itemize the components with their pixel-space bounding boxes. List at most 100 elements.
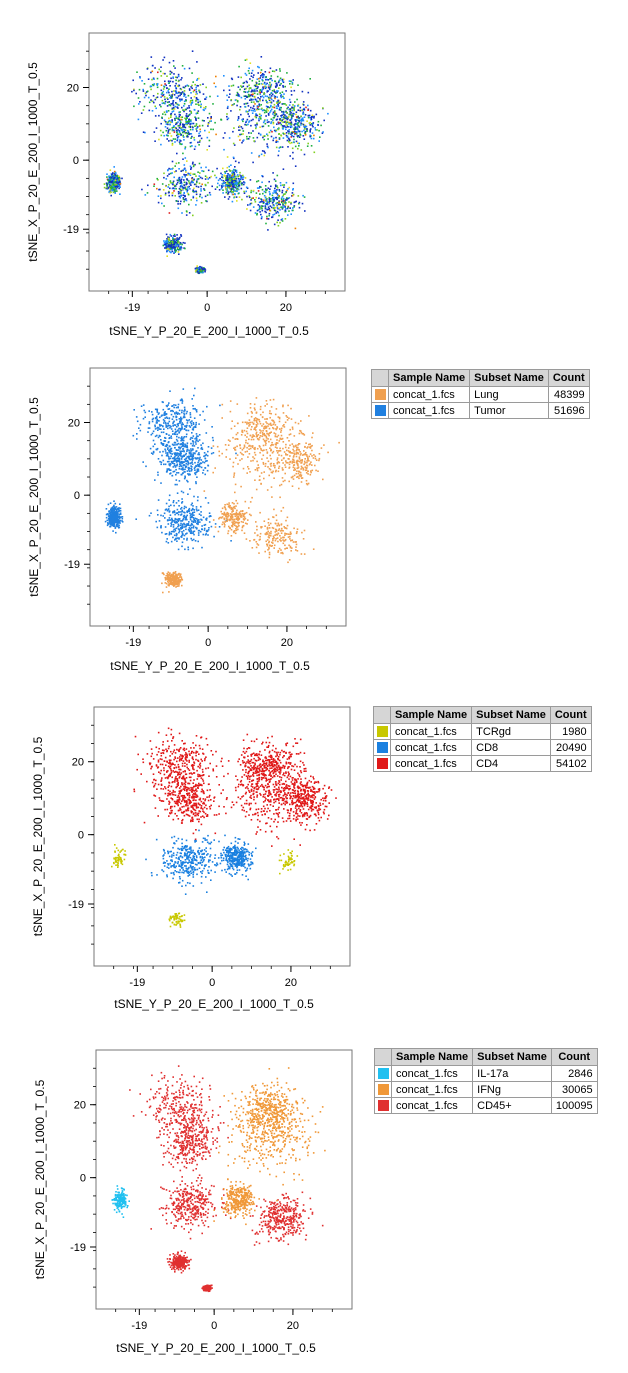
tumor-point	[193, 533, 195, 536]
lung-point	[248, 448, 250, 450]
density-point	[201, 177, 204, 180]
density-point	[250, 124, 252, 127]
density-point	[156, 177, 158, 180]
tumor-point	[198, 453, 201, 456]
density-point	[279, 77, 282, 80]
density-point	[272, 106, 274, 108]
density-point	[298, 142, 300, 145]
density-point	[185, 132, 188, 134]
tumor-point	[163, 463, 165, 466]
density-point	[289, 109, 292, 112]
tumor-point	[150, 433, 153, 436]
density-point	[166, 105, 169, 107]
tumor-point	[193, 445, 196, 447]
tumor-point	[212, 439, 214, 442]
density-point	[169, 247, 172, 250]
density-point	[169, 128, 171, 131]
density-point	[175, 102, 178, 105]
lung-point	[307, 458, 309, 460]
density-point	[207, 181, 209, 184]
density-point	[275, 119, 278, 121]
density-point	[170, 135, 173, 137]
density-point	[177, 243, 180, 246]
density-point	[182, 194, 184, 197]
tumor-point	[187, 455, 190, 458]
lung-point	[226, 516, 228, 518]
density-point	[180, 245, 182, 248]
density-point	[166, 111, 168, 113]
density-point	[146, 192, 149, 194]
density-point	[169, 181, 172, 184]
lung-point	[297, 472, 300, 475]
density-point	[170, 242, 173, 245]
density-point	[165, 248, 168, 250]
lung-point	[256, 469, 259, 472]
density-point	[270, 121, 273, 123]
density-point	[176, 238, 178, 240]
density-point	[117, 176, 120, 179]
density-point	[179, 203, 182, 205]
density-point	[191, 177, 194, 179]
density-point	[106, 185, 108, 187]
density-point	[275, 212, 277, 214]
lung-point	[234, 448, 236, 451]
density-point	[223, 181, 225, 184]
density-point	[305, 125, 308, 128]
tumor-point	[194, 466, 196, 468]
density-point	[232, 188, 234, 190]
tumor-point	[186, 532, 188, 535]
density-point	[256, 84, 258, 86]
density-point	[144, 131, 146, 134]
density-point	[222, 192, 224, 194]
tumor-point	[118, 515, 120, 518]
density-point	[262, 121, 265, 124]
density-point	[174, 138, 177, 140]
tumor-point	[178, 530, 181, 532]
density-point	[191, 163, 194, 165]
density-point	[180, 189, 182, 192]
density-point	[313, 151, 316, 154]
density-point	[266, 91, 268, 93]
density-point	[196, 180, 198, 183]
plot-panel-1: 20 0 -19 -19 0 20 tSNE_Y_P_20_E_200_I_1000_T_0…	[0, 0, 628, 345]
density-point	[247, 113, 249, 115]
density-point	[238, 181, 241, 184]
density-point	[114, 192, 116, 194]
lung-point	[267, 438, 269, 440]
density-point	[173, 125, 175, 127]
density-point	[258, 83, 261, 85]
tumor-point	[179, 421, 181, 423]
tumor-point	[192, 422, 195, 424]
lung-point	[271, 444, 273, 446]
tumor-point	[196, 499, 199, 502]
density-point	[321, 132, 324, 134]
lung-point	[255, 521, 257, 523]
density-point	[103, 186, 106, 189]
tsne-lung-tumor-plot[interactable]: 200-19-19 0 20tSNE_Y_P_20_E_200_I_1000_T_0…	[0, 340, 628, 680]
density-point	[278, 127, 280, 129]
density-point	[255, 192, 258, 194]
density-point	[293, 201, 296, 204]
density-point	[232, 84, 235, 87]
tumor-point	[177, 525, 179, 528]
lung-point	[236, 509, 238, 512]
lung-point	[256, 467, 258, 469]
density-point	[241, 118, 243, 121]
density-point	[203, 268, 205, 270]
lung-point	[275, 444, 277, 446]
tumor-point	[172, 526, 175, 528]
tumor-point	[170, 450, 173, 452]
density-point	[257, 65, 259, 68]
tsne-density-plot[interactable]: 200-19-19 0 20tSNE_Y_P_20_E_200_I_1000_T_0…	[0, 0, 628, 345]
tumor-point	[191, 461, 193, 463]
density-point	[167, 80, 170, 82]
tumor-point	[161, 414, 163, 416]
density-point	[264, 95, 267, 97]
lung-point	[243, 446, 246, 448]
density-point	[110, 191, 112, 193]
tumor-point	[115, 509, 118, 511]
density-point	[157, 92, 159, 95]
density-point	[256, 107, 259, 110]
density-point	[166, 134, 168, 136]
density-point	[180, 184, 183, 187]
